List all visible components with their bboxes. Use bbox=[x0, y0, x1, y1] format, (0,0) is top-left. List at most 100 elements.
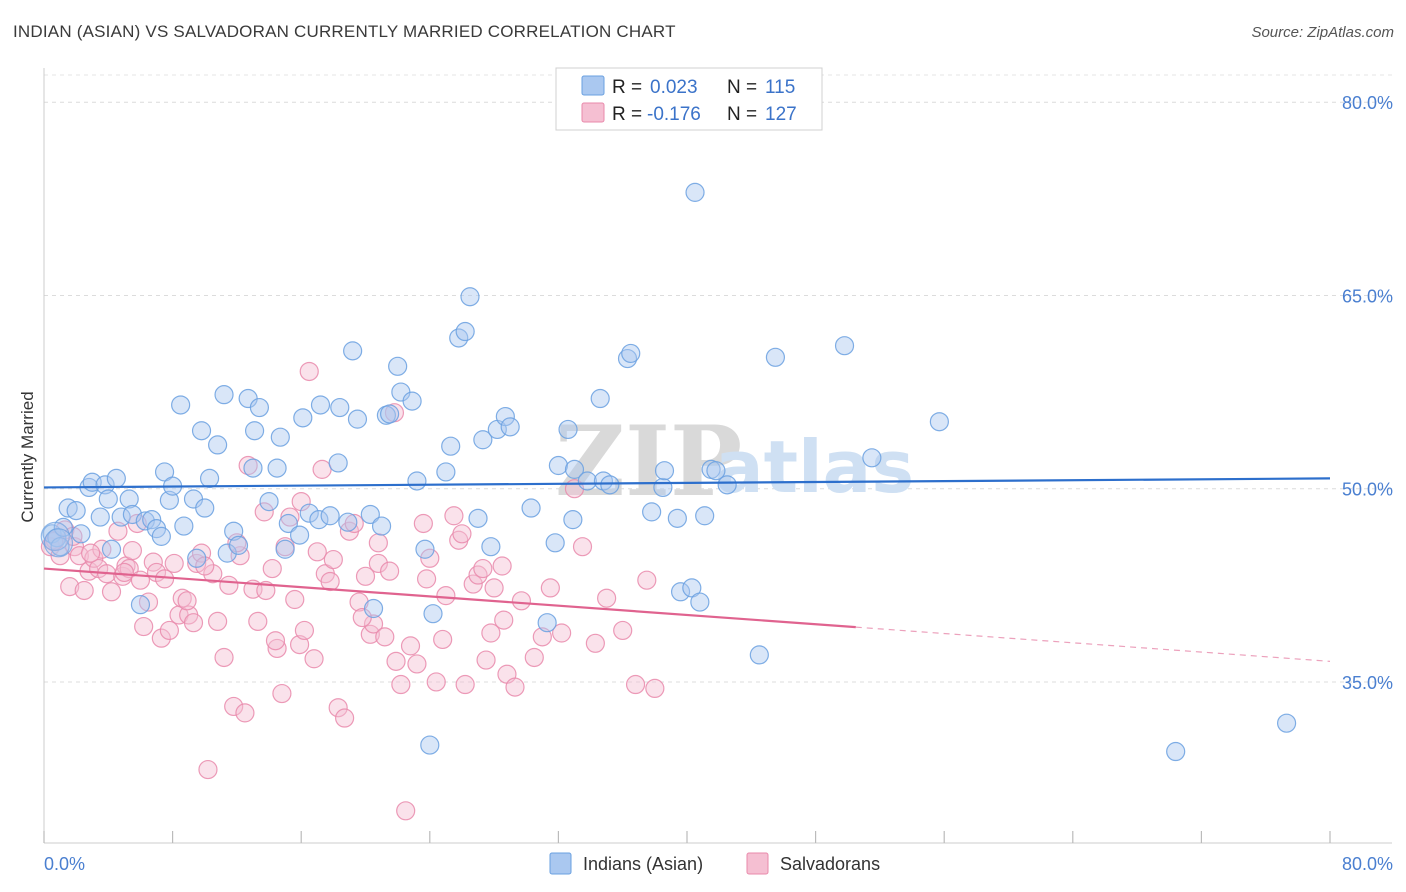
indian-point-41 bbox=[259, 491, 279, 512]
indian-point-50 bbox=[310, 395, 331, 415]
indian-point-90 bbox=[600, 475, 620, 495]
indian-point-57 bbox=[360, 504, 380, 525]
salvadoran-point-24 bbox=[151, 628, 171, 648]
salvadoran-point-69 bbox=[380, 561, 400, 581]
salvadoran-point-102 bbox=[645, 678, 665, 699]
indian-point-31 bbox=[199, 468, 220, 489]
legend-r-label-1: R = bbox=[612, 77, 642, 98]
indian-point-26 bbox=[174, 516, 194, 536]
indian-point-60 bbox=[376, 405, 396, 425]
salvadoran-point-34 bbox=[198, 759, 218, 780]
series-indians-asian bbox=[40, 182, 1297, 762]
indian-point-17 bbox=[130, 595, 151, 615]
x-tick-label-0: 0.0% bbox=[44, 854, 85, 874]
indian-point-43 bbox=[270, 427, 290, 447]
indian-point-38 bbox=[243, 458, 263, 478]
salvadoran-point-35 bbox=[203, 564, 223, 584]
y-axis-label: Currently Married bbox=[18, 391, 37, 522]
salvadoran-point-67 bbox=[368, 553, 388, 574]
salvadoran-point-58 bbox=[320, 571, 340, 592]
series-salvadorans bbox=[40, 361, 665, 821]
salvadoran-point-18 bbox=[122, 540, 143, 561]
indian-point-14 bbox=[111, 507, 131, 527]
indian-point-45 bbox=[278, 513, 298, 534]
salvadoran-point-65 bbox=[360, 624, 380, 644]
salvadoran-point-89 bbox=[505, 677, 525, 697]
indian-point-65 bbox=[407, 471, 427, 491]
salvadoran-point-92 bbox=[532, 627, 552, 647]
indian-point-92 bbox=[621, 343, 641, 364]
indian-point-44 bbox=[275, 539, 295, 559]
salvadoran-point-75 bbox=[413, 513, 433, 534]
salvadoran-point-14 bbox=[108, 521, 128, 541]
trend-lines bbox=[43, 477, 1331, 662]
indian-point-11 bbox=[98, 489, 118, 509]
y-tick-label-1: 65.0% bbox=[1342, 286, 1393, 306]
salvadoran-point-78 bbox=[436, 586, 456, 606]
y-tick-label-3: 35.0% bbox=[1342, 673, 1393, 693]
indian-point-111 bbox=[1276, 713, 1297, 733]
salvadoran-point-84 bbox=[473, 558, 493, 579]
indian-point-46 bbox=[289, 525, 310, 545]
salvadoran-point-54 bbox=[299, 361, 319, 382]
indian-point-93 bbox=[642, 502, 662, 522]
salvadoran-point-100 bbox=[625, 674, 646, 695]
salvadoran-point-48 bbox=[272, 683, 292, 704]
salvadoran-point-85 bbox=[476, 650, 496, 670]
indian-point-6 bbox=[71, 524, 91, 544]
salvadoran-point-56 bbox=[312, 459, 332, 479]
salvadoran-point-109 bbox=[195, 556, 215, 576]
salvadoran-point-7 bbox=[74, 580, 94, 601]
indian-point-64 bbox=[402, 391, 422, 411]
indian-point-51 bbox=[320, 506, 340, 526]
salvadoran-point-93 bbox=[540, 578, 560, 598]
indian-point-2 bbox=[50, 537, 70, 557]
indian-point-30 bbox=[195, 498, 215, 518]
indian-point-29 bbox=[191, 421, 212, 441]
indian-point-81 bbox=[537, 613, 557, 633]
indian-point-72 bbox=[455, 321, 475, 342]
indian-point-109 bbox=[929, 412, 949, 432]
indian-point-88 bbox=[590, 388, 610, 409]
salvadoran-point-94 bbox=[552, 623, 572, 643]
indian-point-56 bbox=[347, 409, 368, 429]
legend-swatch-blue bbox=[581, 75, 605, 96]
salvadoran-point-108 bbox=[177, 591, 197, 611]
indian-point-87 bbox=[577, 471, 597, 491]
indian-point-12 bbox=[101, 539, 122, 559]
salvadoran-point-44 bbox=[248, 611, 268, 632]
salvadoran-point-74 bbox=[407, 654, 427, 674]
salvadoran-point-51 bbox=[285, 589, 305, 610]
salvadoran-point-71 bbox=[391, 674, 411, 695]
indian-point-42 bbox=[267, 458, 287, 478]
indian-point-110 bbox=[1166, 741, 1186, 762]
salvadoran-point-46 bbox=[262, 558, 282, 579]
indian-point-18 bbox=[135, 511, 155, 531]
series-legend: Indians (Asian) Salvadorans bbox=[549, 852, 880, 875]
indian-point-78 bbox=[495, 406, 515, 427]
indian-point-48 bbox=[299, 503, 319, 523]
indian-point-32 bbox=[208, 435, 228, 455]
salvadoran-point-53 bbox=[294, 620, 315, 641]
salvadoran-point-66 bbox=[363, 614, 384, 634]
indian-point-100 bbox=[690, 592, 710, 612]
salvadoran-point-37 bbox=[214, 647, 234, 668]
salvadoran-point-96 bbox=[572, 537, 593, 557]
indian-point-104 bbox=[717, 475, 737, 495]
bottom-legend-label-indians: Indians (Asian) bbox=[583, 854, 703, 874]
indian-point-25 bbox=[171, 395, 191, 415]
salvadoran-point-31 bbox=[183, 613, 204, 633]
salvadoran-point-91 bbox=[524, 647, 544, 668]
salvadoran-point-11 bbox=[92, 539, 112, 559]
indian-point-82 bbox=[545, 533, 565, 553]
legend-n-value-2: 127 bbox=[765, 104, 797, 125]
indian-point-107 bbox=[834, 336, 855, 356]
salvadoran-point-90 bbox=[511, 591, 532, 611]
salvadoran-point-76 bbox=[420, 548, 440, 568]
indian-point-96 bbox=[667, 508, 687, 528]
chart-title: INDIAN (ASIAN) VS SALVADORAN CURRENTLY M… bbox=[13, 22, 676, 41]
indian-point-94 bbox=[653, 477, 673, 498]
indian-point-85 bbox=[563, 510, 583, 530]
indian-point-86 bbox=[564, 459, 585, 479]
